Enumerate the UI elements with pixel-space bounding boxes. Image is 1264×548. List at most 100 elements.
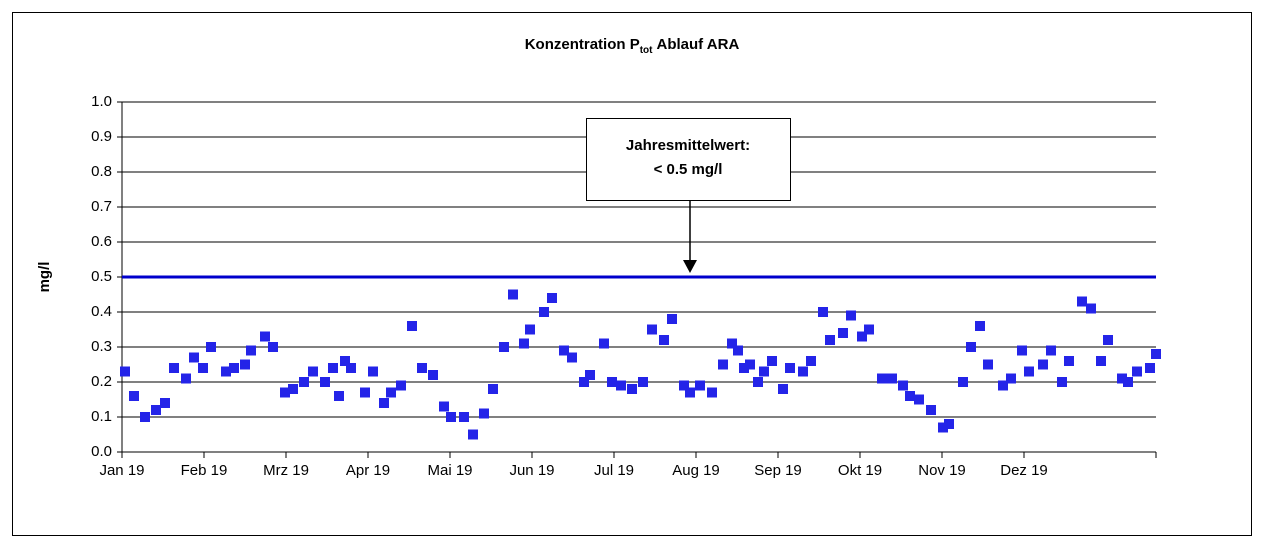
point [246,345,256,356]
point [1064,356,1074,366]
point [499,342,509,352]
x-tick-label: Apr 19 [346,462,390,479]
annotation-text: < 0.5 mg/l [654,161,723,178]
x-tick-label: Feb 19 [181,462,228,479]
point [659,335,669,345]
point [1145,363,1155,373]
x-tick-label: Nov 19 [918,462,966,479]
point [260,331,270,342]
point [695,380,705,391]
point [299,377,309,387]
point [189,352,199,363]
point [308,366,318,377]
point [151,405,161,415]
chart-border [12,12,1252,536]
point [857,331,867,342]
y-tick-label: 0.3 [91,338,112,355]
point [679,380,689,391]
y-tick-label: 0.8 [91,163,112,180]
point [944,419,954,429]
point [727,338,737,349]
point [1151,349,1161,359]
point [707,387,717,398]
point [1103,335,1113,345]
point [898,380,908,391]
x-tick-label: Dez 19 [1000,462,1048,479]
point [468,429,478,440]
point [647,324,657,335]
point [1117,373,1127,384]
point [181,373,191,384]
y-tick-label: 0.0 [91,443,112,460]
point [368,366,378,377]
point [745,359,755,370]
point [360,387,370,398]
point [887,373,897,384]
point [417,363,427,373]
x-tick-label: Jun 19 [509,462,554,479]
point [280,387,290,398]
x-tick-label: Jan 19 [99,462,144,479]
y-tick-label: 1.0 [91,93,112,110]
annotation-box [586,118,791,201]
y-tick-label: 0.9 [91,128,112,145]
point [599,338,609,349]
point [579,377,589,387]
point [288,384,298,394]
point [905,391,915,401]
point [914,394,924,405]
point [479,408,489,419]
x-tick-label: Aug 19 [672,462,720,479]
point [268,342,278,352]
point [864,324,874,335]
point [667,314,677,324]
point [439,401,449,412]
point [685,387,695,398]
point [1024,366,1034,377]
point [926,405,936,415]
point [966,342,976,352]
point [1096,356,1106,366]
annotation-text: Jahresmittelwert: [626,137,750,154]
point [169,363,179,373]
point [846,310,856,321]
point [539,307,549,317]
point [1006,373,1016,384]
y-tick-label: 0.1 [91,408,112,425]
point [938,422,948,433]
point [607,377,617,387]
point [838,328,848,338]
point [638,377,648,387]
point [346,363,356,373]
point [739,363,749,373]
point [229,363,239,373]
x-tick-label: Sep 19 [754,462,802,479]
point [567,352,577,363]
point [508,289,518,300]
point [519,338,529,349]
point [396,380,406,391]
point [559,345,569,356]
point [627,384,637,394]
point [983,359,993,370]
chart-title: Konzentration Ptot Ablauf ARA [525,36,740,56]
point [718,359,728,370]
point [877,373,887,384]
point [759,366,769,377]
point [334,391,344,401]
point [1038,359,1048,370]
point [778,384,788,394]
point [198,363,208,373]
point [753,377,763,387]
point [320,377,330,387]
point [767,356,777,366]
y-tick-label: 0.5 [91,268,112,285]
y-axis-label: mg/l [36,262,53,293]
point [240,359,250,370]
point [160,398,170,408]
point [446,412,456,422]
point [407,321,417,331]
point [1123,377,1133,387]
point [379,398,389,408]
